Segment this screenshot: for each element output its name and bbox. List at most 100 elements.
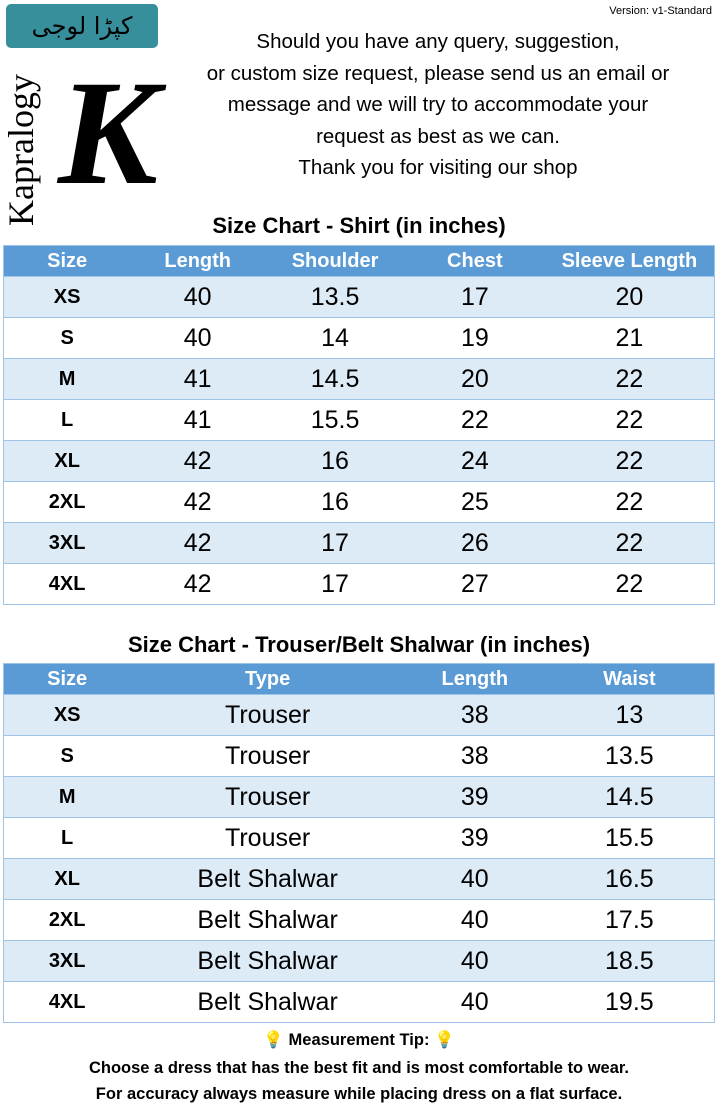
message-line: or custom size request, please send us a… xyxy=(206,61,670,85)
table-cell: 15.5 xyxy=(544,817,715,859)
column-header: Sleeve Length xyxy=(544,245,715,277)
table-row: 3XL Belt Shalwar 40 18.5 xyxy=(3,940,715,982)
table-cell: 40 xyxy=(130,317,266,359)
table-cell: 16.5 xyxy=(544,858,715,900)
table-cell: Belt Shalwar xyxy=(130,981,405,1023)
table-cell: 22 xyxy=(544,563,715,605)
table-cell: 40 xyxy=(404,858,545,900)
table-cell: 41 xyxy=(130,399,266,441)
shop-message: Should you have any query, suggestion, o… xyxy=(178,26,698,184)
table-row: M 41 14.5 20 22 xyxy=(3,358,715,400)
message-line: request as best as we can. xyxy=(316,124,560,148)
table-cell: XL xyxy=(3,440,131,482)
table-cell: 22 xyxy=(404,399,545,441)
column-header: Size xyxy=(3,663,131,695)
table-cell: 42 xyxy=(130,522,266,564)
table-cell: 4XL xyxy=(3,563,131,605)
table-cell: 2XL xyxy=(3,899,131,941)
table-cell: Trouser xyxy=(130,694,405,736)
table-cell: Belt Shalwar xyxy=(130,858,405,900)
table-cell: 26 xyxy=(404,522,545,564)
table-cell: 17.5 xyxy=(544,899,715,941)
trouser-title: Size Chart - Trouser/Belt Shalwar (in in… xyxy=(127,632,591,657)
table-cell: 22 xyxy=(544,358,715,400)
table-cell: 16 xyxy=(265,440,405,482)
table-cell: 4XL xyxy=(3,981,131,1023)
table-cell: 39 xyxy=(404,817,545,859)
table-cell: 14 xyxy=(265,317,405,359)
header-row: Size Type Length Waist xyxy=(3,663,715,695)
table-cell: 20 xyxy=(544,276,715,318)
header-row: Size Length Shoulder Chest Sleeve Length xyxy=(3,245,715,277)
lightbulb-icon: 💡 xyxy=(434,1031,455,1049)
table-cell: 25 xyxy=(404,481,545,523)
table-row: 4XL Belt Shalwar 40 19.5 xyxy=(3,981,715,1023)
table-cell: 41 xyxy=(130,358,266,400)
tip-line: Choose a dress that has the best fit and… xyxy=(88,1059,630,1077)
column-header: Shoulder xyxy=(265,245,405,277)
table-row: L Trouser 39 15.5 xyxy=(3,817,715,859)
table-cell: L xyxy=(3,817,131,859)
message-line: message and we will try to accommodate y… xyxy=(227,93,649,116)
table-cell: 22 xyxy=(544,440,715,482)
table-cell: 22 xyxy=(544,399,715,441)
table-row: 3XL 42 17 26 22 xyxy=(3,522,715,564)
table-cell: 19 xyxy=(404,317,545,359)
table-row: M Trouser 39 14.5 xyxy=(3,776,715,818)
table-cell: 20 xyxy=(404,358,545,400)
table-cell: M xyxy=(3,358,131,400)
table-cell: 40 xyxy=(404,899,545,941)
column-header: Length xyxy=(404,663,545,695)
shirt-title: Size Chart - Shirt (in inches) xyxy=(212,213,506,238)
table-cell: XL xyxy=(3,858,131,900)
table-cell: 38 xyxy=(404,694,545,736)
tip-line: For accuracy always measure while placin… xyxy=(95,1085,623,1103)
table-row: XS 40 13.5 17 20 xyxy=(3,276,715,318)
table-row: L 41 15.5 22 22 xyxy=(3,399,715,441)
table-row: 4XL 42 17 27 22 xyxy=(3,563,715,605)
column-header: Chest xyxy=(404,245,545,277)
table-cell: 13.5 xyxy=(544,735,715,777)
message-line: Should you have any query, suggestion, xyxy=(256,30,620,53)
table-row: XL Belt Shalwar 40 16.5 xyxy=(3,858,715,900)
table-cell: 3XL xyxy=(3,522,131,564)
table-cell: 16 xyxy=(265,481,405,523)
table-row: XS Trouser 38 13 xyxy=(3,694,715,736)
tip-heading: 💡 Measurement Tip: 💡 xyxy=(0,1030,718,1050)
table-cell: 39 xyxy=(404,776,545,818)
trouser-size-table: Size Type Length Waist XS Trouser 38 13 S Trouser… xyxy=(3,663,715,1023)
table-cell: L xyxy=(3,399,131,441)
table-cell: Trouser xyxy=(130,776,405,818)
table-cell: 13 xyxy=(544,694,715,736)
tip-heading-text: Measurement Tip: xyxy=(288,1031,430,1049)
table-cell: 15.5 xyxy=(265,399,405,441)
table-cell: M xyxy=(3,776,131,818)
table-cell: 18.5 xyxy=(544,940,715,982)
table-cell: 22 xyxy=(544,522,715,564)
table-cell: XS xyxy=(3,276,131,318)
table-cell: 13.5 xyxy=(265,276,405,318)
table-cell: 2XL xyxy=(3,481,131,523)
table-cell: 22 xyxy=(544,481,715,523)
table-cell: 3XL xyxy=(3,940,131,982)
table-cell: Trouser xyxy=(130,735,405,777)
table-cell: XS xyxy=(3,694,131,736)
table-cell: 17 xyxy=(265,522,405,564)
table-row: 2XL Belt Shalwar 40 17.5 xyxy=(3,899,715,941)
shirt-size-table: Size Length Shoulder Chest Sleeve Length XS 40… xyxy=(3,245,715,605)
table-cell: 14.5 xyxy=(544,776,715,818)
table-cell: 19.5 xyxy=(544,981,715,1023)
column-header: Waist xyxy=(544,663,715,695)
version-label: Version: v1-Standard xyxy=(609,5,712,17)
table-cell: 40 xyxy=(404,940,545,982)
table-cell: 14.5 xyxy=(265,358,405,400)
table-row: XL 42 16 24 22 xyxy=(3,440,715,482)
table-cell: 40 xyxy=(404,981,545,1023)
table-cell: 42 xyxy=(130,563,266,605)
table-cell: 42 xyxy=(130,440,266,482)
table-cell: S xyxy=(3,317,131,359)
table-cell: 24 xyxy=(404,440,545,482)
table-cell: 27 xyxy=(404,563,545,605)
table-cell: 17 xyxy=(404,276,545,318)
logo-k: K xyxy=(57,50,159,216)
